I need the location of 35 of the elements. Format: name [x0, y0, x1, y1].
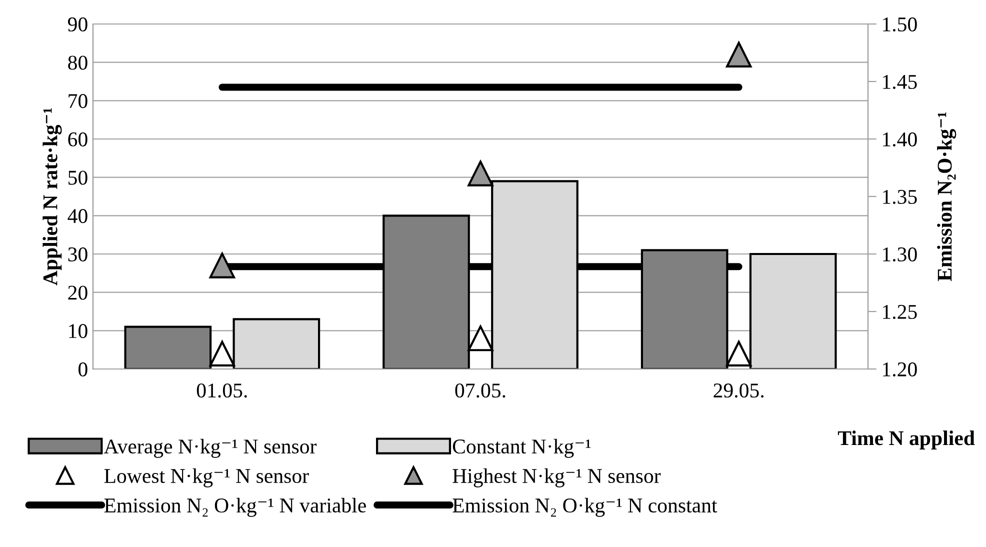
- y-tick-label: 40: [68, 209, 88, 224]
- y2-tick-label: 1.50: [883, 17, 917, 32]
- legend-label: Emission N₂ O·kg⁻¹ N variable: [104, 498, 366, 517]
- y2-axis-title: Emission N₂O·kg⁻¹: [937, 112, 956, 282]
- y-tick-label: 0: [78, 362, 88, 376]
- legend-label: Constant N·kg⁻¹: [452, 438, 591, 458]
- legend-label: Lowest N·kg⁻¹ N sensor: [104, 468, 309, 488]
- y-tick-label: 80: [68, 56, 88, 70]
- point: [468, 160, 494, 186]
- y2-tick-label: 1.20: [883, 362, 917, 377]
- y-tick-label: 20: [68, 286, 88, 300]
- y-tick-label: 70: [68, 94, 88, 108]
- x-tick-label: 01.05.: [196, 383, 247, 398]
- y2-tick-label: 1.30: [883, 247, 917, 262]
- y2-tick-label: 1.40: [883, 132, 917, 147]
- y-axis-title: Applied N rate·kg⁻¹: [42, 108, 62, 286]
- point: [726, 340, 752, 367]
- y-tick-label: 90: [68, 17, 88, 32]
- point: [209, 340, 236, 367]
- legend-label: Emission N₂ O·kg⁻¹ N constant: [452, 498, 718, 517]
- x-tick-label: 07.05.: [455, 383, 506, 398]
- legend-label: Average N·kg⁻¹ N sensor: [104, 438, 317, 458]
- legend-label: Highest N·kg⁻¹ N sensor: [452, 468, 661, 488]
- y2-tick-label: 1.45: [883, 74, 917, 90]
- point: [209, 252, 236, 278]
- y-tick-label: 60: [68, 132, 88, 146]
- y2-tick-label: 1.25: [883, 304, 917, 320]
- y-tick-label: 10: [69, 324, 88, 338]
- y2-tick-label: 1.35: [883, 190, 917, 204]
- y-tick-label: 30: [68, 247, 88, 262]
- point: [726, 42, 752, 68]
- y-tick-label: 50: [68, 170, 88, 185]
- x-axis-title: Time N applied: [838, 430, 975, 450]
- x-tick-label: 29.05.: [714, 383, 764, 398]
- point: [468, 325, 494, 352]
